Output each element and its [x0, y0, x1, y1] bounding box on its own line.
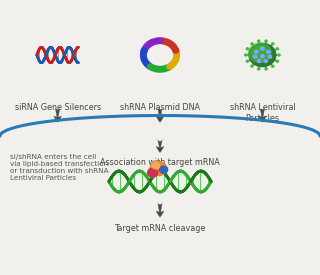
Circle shape [257, 59, 261, 62]
Circle shape [258, 68, 260, 70]
Circle shape [246, 48, 249, 50]
Text: Association with target mRNA: Association with target mRNA [100, 158, 220, 167]
Circle shape [253, 55, 257, 58]
Circle shape [278, 54, 280, 56]
Circle shape [244, 54, 247, 56]
Circle shape [141, 48, 147, 53]
Circle shape [260, 47, 264, 50]
Circle shape [268, 55, 272, 58]
Circle shape [265, 68, 267, 70]
Circle shape [251, 43, 253, 45]
Circle shape [147, 64, 153, 69]
Circle shape [276, 60, 278, 62]
Circle shape [252, 46, 268, 60]
Text: shRNA Lentiviral
Particles: shRNA Lentiviral Particles [229, 103, 295, 123]
Circle shape [249, 43, 276, 67]
Circle shape [148, 168, 158, 177]
Circle shape [255, 50, 258, 53]
Circle shape [258, 40, 260, 42]
Circle shape [246, 60, 249, 62]
Circle shape [152, 163, 160, 169]
Circle shape [267, 50, 270, 53]
Circle shape [173, 48, 179, 53]
Circle shape [157, 38, 163, 43]
Text: si/shRNA enters the cell
via lipid-based transfection
or transduction with shRNA: si/shRNA enters the cell via lipid-based… [10, 154, 108, 181]
Circle shape [248, 43, 271, 62]
Circle shape [150, 161, 167, 176]
Circle shape [265, 40, 267, 42]
Circle shape [272, 43, 274, 45]
Circle shape [251, 65, 253, 67]
Circle shape [167, 64, 173, 69]
Text: siRNA Gene Silencers: siRNA Gene Silencers [14, 103, 101, 112]
Text: shRNA Plasmid DNA: shRNA Plasmid DNA [120, 103, 200, 112]
Circle shape [159, 166, 168, 173]
Circle shape [276, 48, 278, 50]
Circle shape [272, 65, 274, 67]
Text: Target mRNA cleavage: Target mRNA cleavage [114, 224, 206, 233]
Circle shape [260, 55, 264, 58]
Circle shape [264, 59, 268, 62]
